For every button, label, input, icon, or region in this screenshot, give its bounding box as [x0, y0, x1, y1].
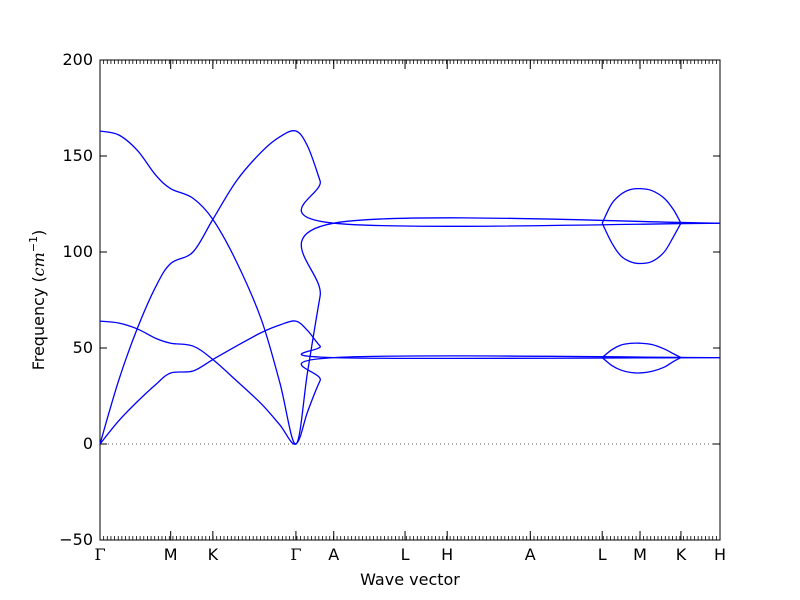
series-group	[99, 130, 721, 445]
phonon-branch-line	[99, 130, 721, 445]
x-tick-label: M	[164, 545, 178, 564]
y-tick-label: 50	[73, 338, 93, 357]
plot-frame	[99, 59, 721, 541]
phonon-branch-line	[99, 320, 721, 445]
y-axis-label-unit: cm	[29, 252, 48, 276]
y-tick-label: 100	[62, 242, 93, 261]
minor-ticks	[99, 60, 721, 540]
y-tick-label: 0	[83, 434, 93, 453]
plot-area	[99, 59, 721, 541]
x-tick-label: Γ	[94, 545, 105, 564]
y-axis-label-exponent: −1	[27, 236, 40, 252]
y-axis-label-prefix: Frequency (	[29, 276, 48, 370]
x-tick-label: K	[676, 545, 687, 564]
x-tick-label: H	[441, 545, 453, 564]
y-tick-label: 150	[62, 146, 93, 165]
x-tick-label: L	[598, 545, 607, 564]
phonon-branch-line	[601, 187, 682, 224]
x-tick-label: L	[401, 545, 410, 564]
x-tick-label: A	[525, 545, 536, 564]
x-tick-label: M	[633, 545, 647, 564]
x-tick-label: A	[328, 545, 339, 564]
phonon-branch-line	[601, 222, 682, 265]
phonon-branch-line	[99, 320, 721, 445]
phonon-branch-line	[601, 357, 682, 374]
y-tick-label: 200	[62, 50, 93, 69]
x-tick-label: H	[714, 545, 726, 564]
x-tick-label: K	[208, 545, 219, 564]
y-axis: 200 150 100 50 0 −50	[59, 50, 720, 549]
y-axis-label-suffix: )	[29, 230, 48, 236]
x-axis-label: Wave vector	[360, 570, 460, 589]
phonon-branch-line	[601, 342, 682, 359]
phonon-branch-line	[99, 130, 721, 445]
x-tick-label: Γ	[290, 545, 301, 564]
y-axis-label: Frequency (cm−1)	[27, 230, 48, 371]
y-tick-label: −50	[59, 530, 93, 549]
